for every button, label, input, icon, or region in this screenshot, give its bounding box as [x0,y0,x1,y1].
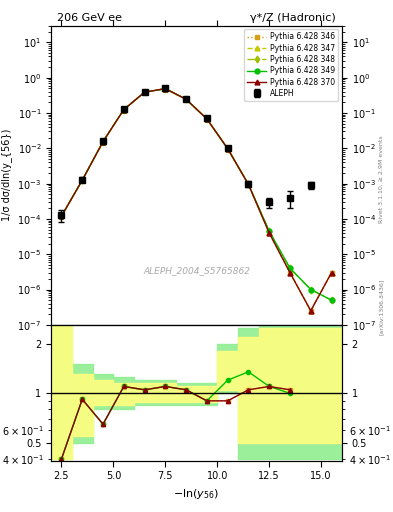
Pythia 6.428 346 [225,145,230,152]
Pythia 6.428 349 [163,86,168,92]
Pythia 6.428 347 [142,89,147,95]
Line: Pythia 6.428 348: Pythia 6.428 348 [59,86,334,303]
Pythia 6.428 349 [121,106,126,113]
Line: Pythia 6.428 370: Pythia 6.428 370 [59,86,334,313]
Pythia 6.428 347 [288,270,292,276]
Pythia 6.428 349 [204,116,209,122]
Pythia 6.428 347 [101,139,105,145]
Pythia 6.428 346 [267,230,272,236]
Pythia 6.428 347 [246,181,251,187]
Line: Pythia 6.428 347: Pythia 6.428 347 [59,86,334,313]
Pythia 6.428 370 [163,86,168,92]
Pythia 6.428 370 [184,96,189,102]
Pythia 6.428 349 [267,228,272,234]
Pythia 6.428 348 [329,297,334,303]
Pythia 6.428 347 [204,116,209,122]
Pythia 6.428 348 [121,106,126,113]
Text: [arXiv:1306.3436]: [arXiv:1306.3436] [379,279,384,335]
Pythia 6.428 370 [267,230,272,236]
Pythia 6.428 347 [163,86,168,92]
Pythia 6.428 370 [80,177,84,183]
Pythia 6.428 349 [101,139,105,145]
Y-axis label: 1/σ dσ/dln(y_{56}): 1/σ dσ/dln(y_{56}) [1,129,12,221]
Pythia 6.428 347 [225,145,230,152]
Pythia 6.428 346 [163,86,168,92]
Pythia 6.428 348 [204,116,209,122]
Pythia 6.428 348 [267,228,272,234]
Pythia 6.428 348 [142,89,147,95]
Pythia 6.428 370 [288,270,292,276]
Pythia 6.428 370 [246,181,251,187]
Text: Rivet 3.1.10, ≥ 2.9M events: Rivet 3.1.10, ≥ 2.9M events [379,135,384,223]
X-axis label: $-\ln(y_{56})$: $-\ln(y_{56})$ [173,487,220,501]
Pythia 6.428 348 [184,96,189,102]
Legend: Pythia 6.428 346, Pythia 6.428 347, Pythia 6.428 348, Pythia 6.428 349, Pythia 6: Pythia 6.428 346, Pythia 6.428 347, Pyth… [244,29,338,101]
Pythia 6.428 348 [309,286,313,292]
Pythia 6.428 349 [329,297,334,303]
Pythia 6.428 349 [288,265,292,271]
Pythia 6.428 348 [59,213,64,219]
Pythia 6.428 347 [59,213,64,219]
Pythia 6.428 346 [59,213,64,219]
Pythia 6.428 348 [225,145,230,152]
Pythia 6.428 348 [80,177,84,183]
Pythia 6.428 370 [204,116,209,122]
Line: Pythia 6.428 346: Pythia 6.428 346 [59,86,334,313]
Pythia 6.428 347 [80,177,84,183]
Pythia 6.428 349 [142,89,147,95]
Pythia 6.428 370 [101,139,105,145]
Text: γ*/Z (Hadronic): γ*/Z (Hadronic) [250,13,336,23]
Pythia 6.428 348 [101,139,105,145]
Pythia 6.428 346 [309,308,313,314]
Pythia 6.428 370 [121,106,126,113]
Pythia 6.428 348 [246,181,251,187]
Pythia 6.428 349 [59,213,64,219]
Pythia 6.428 346 [80,177,84,183]
Pythia 6.428 346 [288,270,292,276]
Pythia 6.428 370 [329,270,334,276]
Pythia 6.428 347 [329,270,334,276]
Pythia 6.428 370 [59,213,64,219]
Pythia 6.428 370 [225,145,230,152]
Pythia 6.428 348 [163,86,168,92]
Pythia 6.428 349 [225,145,230,152]
Pythia 6.428 346 [121,106,126,113]
Pythia 6.428 370 [309,308,313,314]
Pythia 6.428 370 [142,89,147,95]
Pythia 6.428 347 [184,96,189,102]
Pythia 6.428 346 [184,96,189,102]
Line: Pythia 6.428 349: Pythia 6.428 349 [59,86,334,303]
Pythia 6.428 346 [204,116,209,122]
Pythia 6.428 347 [309,308,313,314]
Pythia 6.428 348 [288,265,292,271]
Pythia 6.428 349 [80,177,84,183]
Pythia 6.428 346 [142,89,147,95]
Pythia 6.428 349 [184,96,189,102]
Pythia 6.428 349 [246,181,251,187]
Pythia 6.428 346 [329,270,334,276]
Pythia 6.428 346 [101,139,105,145]
Pythia 6.428 346 [246,181,251,187]
Pythia 6.428 347 [121,106,126,113]
Text: 206 GeV ee: 206 GeV ee [57,13,122,23]
Text: ALEPH_2004_S5765862: ALEPH_2004_S5765862 [143,266,250,275]
Pythia 6.428 349 [309,286,313,292]
Pythia 6.428 347 [267,230,272,236]
